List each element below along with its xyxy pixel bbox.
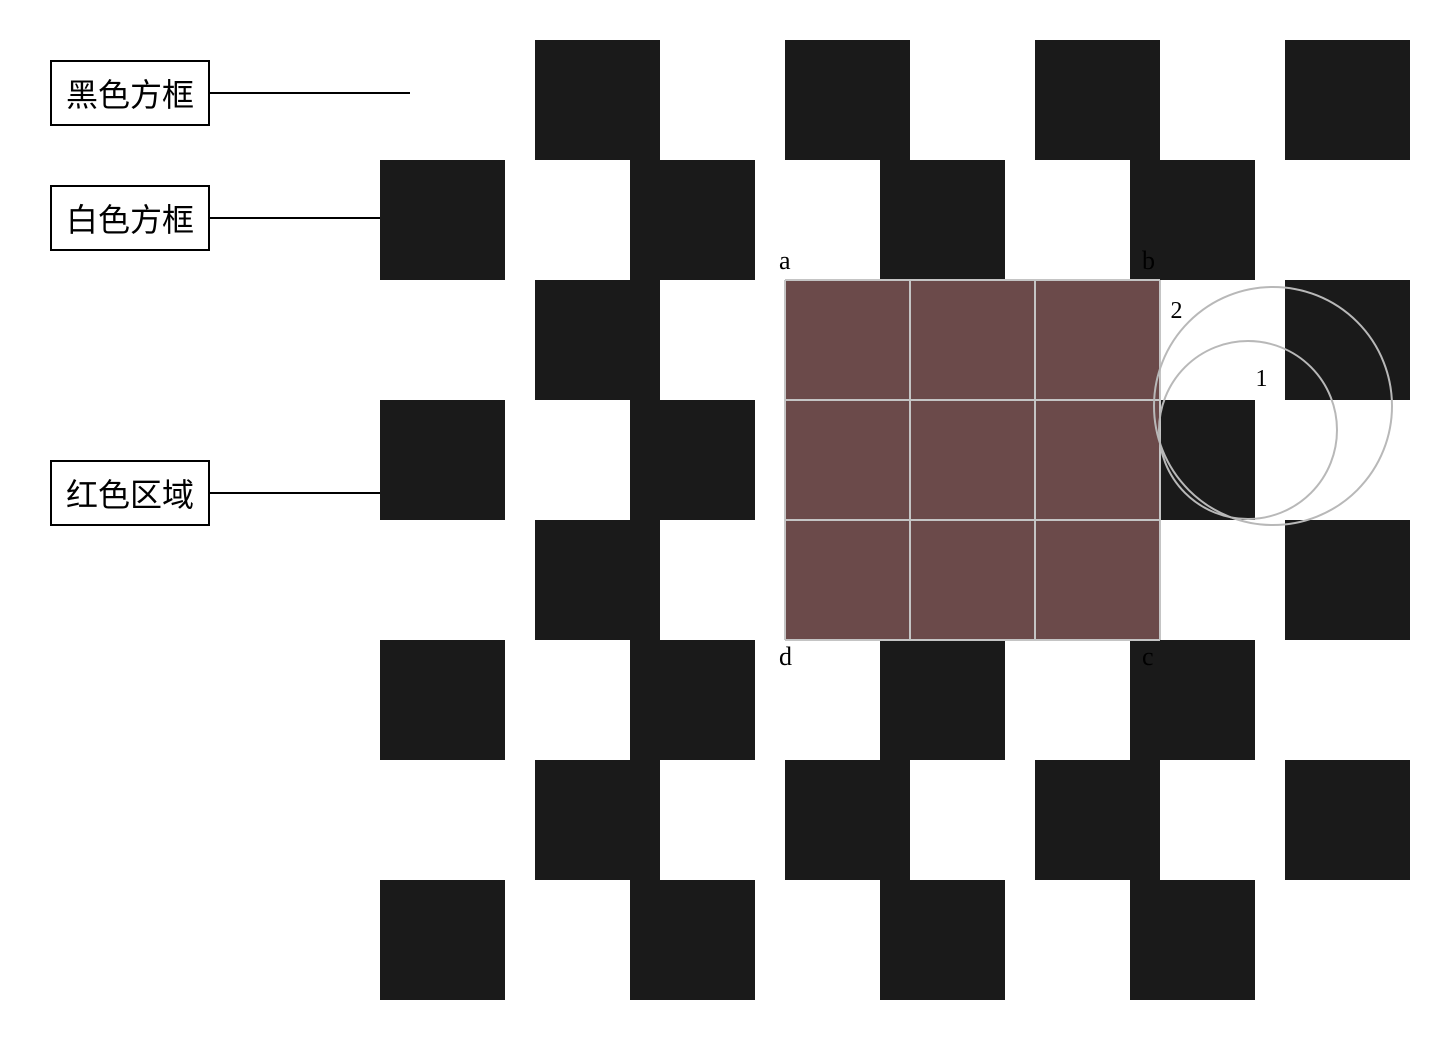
white-cell: [755, 640, 880, 760]
white-cell: [660, 520, 785, 640]
gridline-vertical: [909, 280, 911, 640]
black-cell: [535, 760, 660, 880]
white-cell: [755, 880, 880, 1000]
white-cell: [1160, 40, 1285, 160]
black-cell: [630, 880, 755, 1000]
black-cell: [1035, 40, 1160, 160]
white-cell: [1255, 160, 1380, 280]
white-cell: [410, 760, 535, 880]
white-cell: [505, 880, 630, 1000]
gridline-vertical: [1034, 280, 1036, 640]
white-cell: [755, 160, 880, 280]
label-white-text: 白色方框: [66, 202, 194, 238]
corner-label-a: a: [779, 246, 791, 276]
gridline-horizontal: [785, 519, 1160, 521]
black-cell: [535, 520, 660, 640]
white-cell: [410, 40, 535, 160]
black-cell: [1285, 40, 1410, 160]
label-red-region: 红色区域: [50, 460, 210, 526]
label-white-box: 白色方框: [50, 185, 210, 251]
black-cell: [380, 640, 505, 760]
gridline-vertical: [784, 280, 786, 640]
black-cell: [785, 40, 910, 160]
label-black-box: 黑色方框: [50, 60, 210, 126]
gridline-horizontal: [785, 279, 1160, 281]
black-cell: [380, 400, 505, 520]
circle-inner: [1158, 340, 1338, 520]
black-cell: [785, 760, 910, 880]
circle-label-1: 1: [1256, 366, 1268, 393]
white-cell: [910, 40, 1035, 160]
white-cell: [410, 280, 535, 400]
white-cell: [1005, 880, 1130, 1000]
circle-label-2: 2: [1171, 298, 1183, 325]
black-cell: [630, 160, 755, 280]
black-cell: [1130, 880, 1255, 1000]
gridline-horizontal: [785, 639, 1160, 641]
corner-label-d: d: [779, 642, 792, 672]
corner-label-b: b: [1142, 246, 1155, 276]
corner-label-c: c: [1142, 642, 1154, 672]
gridline-vertical: [1159, 280, 1161, 640]
black-cell: [630, 640, 755, 760]
black-cell: [535, 40, 660, 160]
black-cell: [380, 160, 505, 280]
gridline-horizontal: [785, 399, 1160, 401]
black-cell: [630, 400, 755, 520]
label-red-text: 红色区域: [66, 477, 194, 513]
white-cell: [660, 760, 785, 880]
white-cell: [1255, 640, 1380, 760]
white-cell: [505, 640, 630, 760]
white-cell: [410, 520, 535, 640]
white-cell: [505, 400, 630, 520]
white-cell: [1160, 520, 1285, 640]
label-black-text: 黑色方框: [66, 77, 194, 113]
diagram-root: 黑色方框 白色方框 红色区域 a b c d 1 2: [40, 40, 1398, 1018]
black-cell: [880, 160, 1005, 280]
black-cell: [1035, 760, 1160, 880]
black-cell: [535, 280, 660, 400]
white-cell: [1160, 760, 1285, 880]
red-region-overlay: [785, 280, 1160, 640]
black-cell: [1285, 520, 1410, 640]
white-cell: [910, 760, 1035, 880]
white-cell: [1005, 160, 1130, 280]
white-cell: [505, 160, 630, 280]
black-cell: [1285, 760, 1410, 880]
white-cell: [660, 280, 785, 400]
white-cell: [660, 40, 785, 160]
black-cell: [880, 880, 1005, 1000]
black-cell: [380, 880, 505, 1000]
white-cell: [1005, 640, 1130, 760]
black-cell: [880, 640, 1005, 760]
white-cell: [1255, 880, 1380, 1000]
